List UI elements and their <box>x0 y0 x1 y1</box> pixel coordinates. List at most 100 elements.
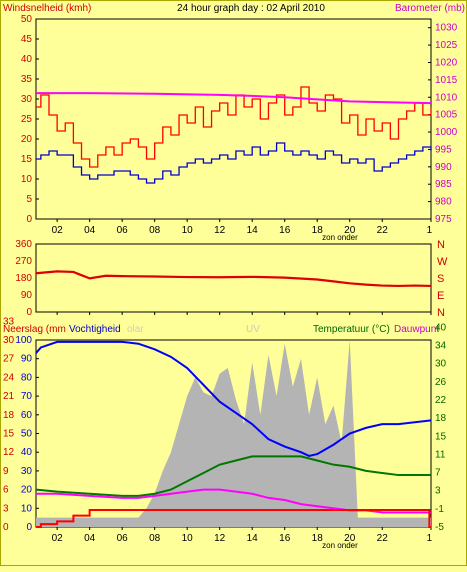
solar-axis-label: olar <box>127 324 144 335</box>
x-tick-label: 08 <box>149 533 161 544</box>
wind-tick-label: 15 <box>21 154 33 165</box>
temperature-tick-label: 18 <box>435 413 447 424</box>
barometer-tick-label: 1010 <box>435 92 458 103</box>
rain-series <box>36 509 431 528</box>
gust-series <box>36 86 432 168</box>
temperature-tick-label: -1 <box>435 504 444 515</box>
rain-tick-label: 3 <box>3 503 9 514</box>
humidity-axis-label: Vochtigheid <box>69 324 121 335</box>
temperature-tick-label: 40 <box>435 322 447 333</box>
humidity-tick-label: 60 <box>21 410 33 421</box>
barometer-tick-label: 1005 <box>435 110 458 121</box>
wind-tick-label: 40 <box>21 54 33 65</box>
rain-axis-label: Neerslag (mm <box>3 324 66 335</box>
wind-tick-label: 30 <box>21 94 33 105</box>
barometer-tick-label: 1000 <box>435 127 458 138</box>
compass-label: N <box>437 239 445 251</box>
barometer-tick-label: 975 <box>435 214 452 225</box>
temperature-tick-label: 7 <box>435 468 441 479</box>
humidity-tick-label: 40 <box>21 447 33 458</box>
panel-frame <box>35 18 432 220</box>
rain-tick-label: 18 <box>3 410 15 421</box>
rain-tick-label: 33 <box>3 316 15 327</box>
barometer-tick-label: 990 <box>435 162 452 173</box>
temperature-series <box>35 455 431 497</box>
x-tick-label: 22 <box>377 533 389 544</box>
rain-tick-label: 12 <box>3 447 15 458</box>
compass-label: E <box>437 290 444 302</box>
temperature-tick-label: 34 <box>435 341 447 352</box>
x-tick-label: 14 <box>247 225 259 236</box>
x-tick-label: 20 <box>344 225 356 236</box>
direction-tick-label: 270 <box>15 256 32 267</box>
x-tick-label: 02 <box>52 225 64 236</box>
barometer-tick-label: 985 <box>435 179 452 190</box>
humidity-tick-label: 50 <box>21 429 33 440</box>
wind-tick-label: 50 <box>21 14 33 25</box>
wind-tick-label: 45 <box>21 34 33 45</box>
rain-tick-label: 9 <box>3 466 9 477</box>
x-tick-label: 1 <box>427 225 433 236</box>
x-tick-label: 1 <box>427 533 433 544</box>
barometer-tick-label: 1030 <box>435 23 458 34</box>
direction-tick-label: 0 <box>26 307 32 318</box>
wind-tick-label: 0 <box>26 214 32 225</box>
rain-tick-label: 21 <box>3 391 15 402</box>
graph-title: 24 hour graph day : 02 April 2010 <box>177 3 325 14</box>
humidity-tick-label: 10 <box>21 503 33 514</box>
x-tick-label: 16 <box>279 225 291 236</box>
x-tick-label: 20 <box>344 533 356 544</box>
humidity-series <box>35 340 432 457</box>
wind-tick-label: 10 <box>21 174 33 185</box>
sunset-label: zon onder <box>322 233 358 242</box>
rain-tick-label: 15 <box>3 429 15 440</box>
temperature-tick-label: 22 <box>435 395 447 406</box>
x-tick-label: 14 <box>247 533 259 544</box>
x-tick-label: 22 <box>377 225 389 236</box>
direction-tick-label: 180 <box>15 273 32 284</box>
wind-direction-series <box>35 270 432 288</box>
direction-tick-label: 90 <box>21 290 33 301</box>
x-tick-label: 18 <box>312 225 324 236</box>
humidity-tick-label: 100 <box>15 335 32 346</box>
x-tick-label: 06 <box>117 225 129 236</box>
barometer-tick-label: 1020 <box>435 57 458 68</box>
barometer-tick-label: 1015 <box>435 75 458 86</box>
x-tick-label: 12 <box>214 533 226 544</box>
humidity-tick-label: 80 <box>21 372 33 383</box>
barometer-axis-label: Barometer (mb) <box>395 3 465 14</box>
temperature-tick-label: 26 <box>435 377 447 388</box>
wind-tick-label: 5 <box>26 194 32 205</box>
barometer-tick-label: 1025 <box>435 40 458 51</box>
dewpoint-axis-label: Dauwpunt <box>394 324 439 335</box>
rain-tick-label: 27 <box>3 354 15 365</box>
x-tick-label: 04 <box>84 225 96 236</box>
temperature-tick-label: 3 <box>435 486 441 497</box>
x-tick-label: 12 <box>214 225 226 236</box>
humidity-tick-label: 90 <box>21 354 33 365</box>
compass-label: S <box>437 273 444 285</box>
x-tick-label: 18 <box>312 533 324 544</box>
solar-area <box>36 340 431 527</box>
barometer-tick-label: 980 <box>435 197 452 208</box>
x-tick-label: 04 <box>84 533 96 544</box>
average-series <box>36 142 432 184</box>
rain-tick-label: 24 <box>3 372 15 383</box>
uv-axis-label: UV <box>246 324 260 335</box>
x-tick-label: 06 <box>117 533 129 544</box>
sunset-label: zon onder <box>322 541 358 550</box>
rain-tick-label: 30 <box>3 335 15 346</box>
humidity-tick-label: 70 <box>21 391 33 402</box>
humidity-tick-label: 20 <box>21 485 33 496</box>
x-tick-label: 08 <box>149 225 161 236</box>
direction-tick-label: 360 <box>15 239 32 250</box>
wind-tick-label: 20 <box>21 134 33 145</box>
x-tick-label: 02 <box>52 533 64 544</box>
x-tick-label: 10 <box>182 225 194 236</box>
temperature-axis-label: Temperatuur (°C) <box>313 324 390 335</box>
wind-tick-label: 35 <box>21 74 33 85</box>
compass-label: W <box>437 256 448 268</box>
temperature-tick-label: -5 <box>435 522 444 533</box>
